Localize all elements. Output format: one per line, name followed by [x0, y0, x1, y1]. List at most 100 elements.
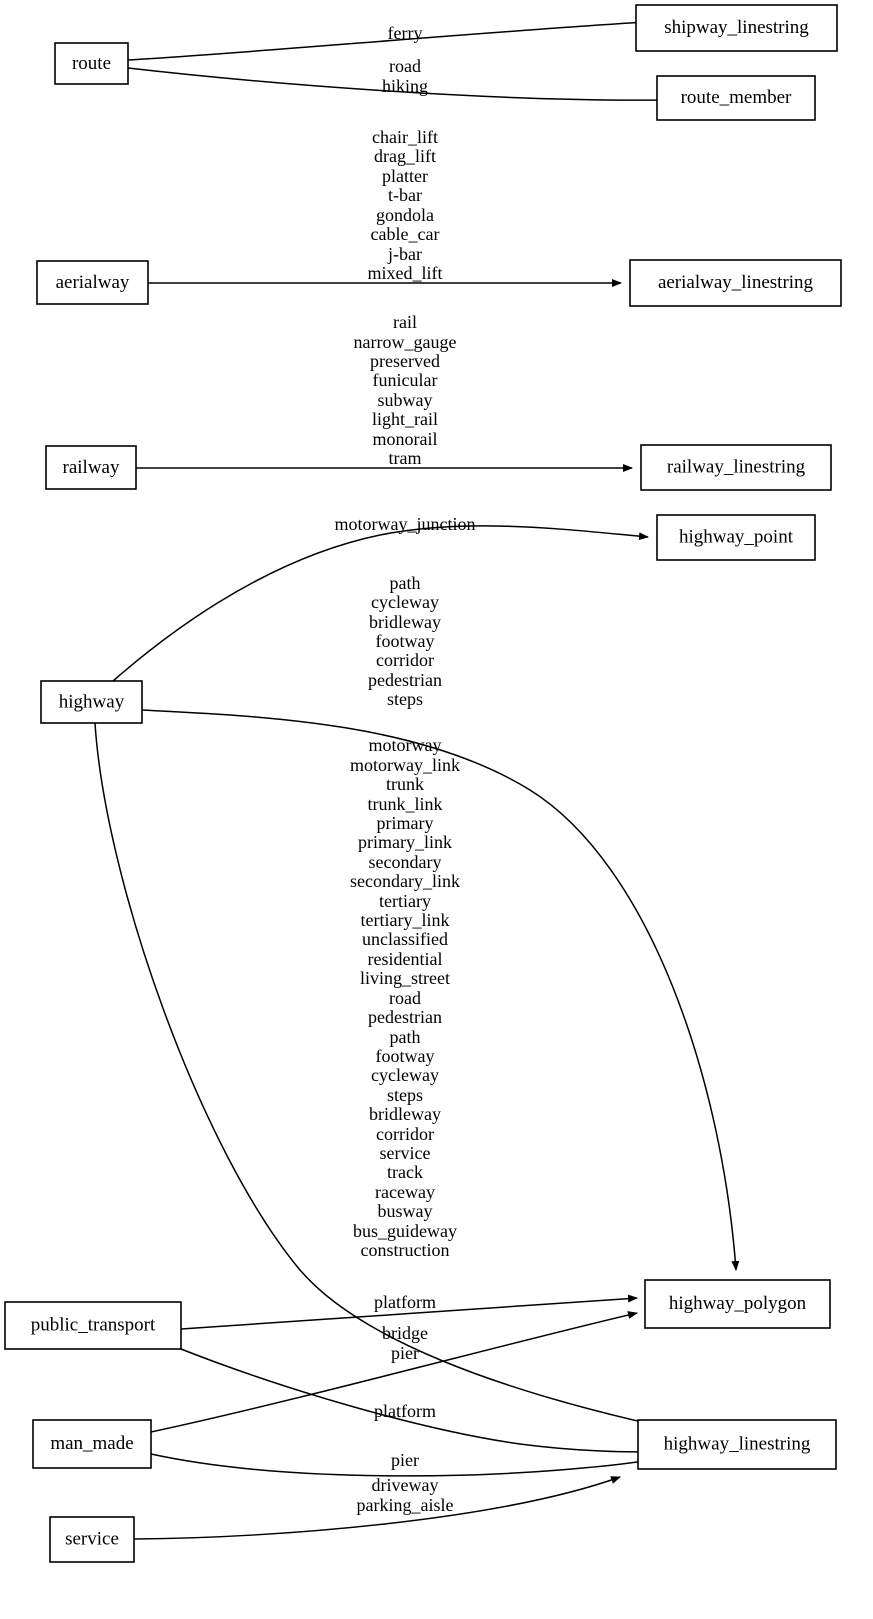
- node-box[interactable]: [656, 514, 816, 561]
- node-label: railway_linestring: [667, 456, 806, 477]
- node-box[interactable]: [54, 42, 129, 85]
- edge-route-member: road hiking: [127, 56, 668, 105]
- node-aerialway[interactable]: aerialway: [36, 260, 149, 305]
- edge-label-steps: steps: [387, 689, 423, 709]
- node-shipway-linestring[interactable]: shipway_linestring: [635, 4, 838, 52]
- edge-manmade-polygon: platform: [150, 1311, 638, 1433]
- edge-line: [133, 1476, 621, 1540]
- edge-line: [127, 67, 668, 105]
- edge-label-t-bar: t-bar: [388, 185, 422, 205]
- edge-line: [141, 709, 740, 1271]
- node-aerialway-linestring[interactable]: aerialway_linestring: [629, 259, 842, 307]
- edge-label-motorway_link: motorway_link: [350, 755, 460, 775]
- node-label: man_made: [50, 1433, 133, 1454]
- edge-label-platform: platform: [374, 1292, 436, 1312]
- edge-label-secondary_link: secondary_link: [350, 871, 460, 891]
- node-highway[interactable]: highway: [40, 680, 143, 724]
- edge-label-platform: platform: [374, 1401, 436, 1421]
- edge-label-motorway: motorway: [369, 735, 442, 755]
- edge-service-linestring: driveway parking_aisle: [133, 1475, 621, 1540]
- node-label: railway: [63, 457, 120, 478]
- edge-label-footway: footway: [376, 1046, 435, 1066]
- edge-label-platter: platter: [382, 166, 428, 186]
- node-label: aerialway: [56, 272, 130, 293]
- edge-line: [180, 1294, 638, 1330]
- edge-label-unclassified: unclassified: [362, 929, 448, 949]
- edge-label-mixed_lift: mixed_lift: [368, 263, 443, 283]
- node-route-member[interactable]: route_member: [656, 75, 816, 121]
- node-public-transport[interactable]: public_transport: [4, 1301, 182, 1350]
- edge-label-subway: subway: [378, 390, 433, 410]
- edge-label-footway: footway: [376, 631, 435, 651]
- edge-highway-linestring: motorway motorway_link trunk trunk_link …: [94, 722, 656, 1427]
- node-railway[interactable]: railway: [45, 445, 137, 490]
- edge-label-pier: pier: [391, 1343, 419, 1363]
- edge-label-ferry: ferry: [388, 23, 423, 43]
- edge-label-chair_lift: chair_lift: [372, 127, 438, 147]
- edge-label-corridor: corridor: [376, 650, 434, 670]
- edge-label-drag_lift: drag_lift: [374, 146, 436, 166]
- node-box[interactable]: [45, 445, 137, 490]
- node-box[interactable]: [36, 260, 149, 305]
- edge-line: [180, 1348, 656, 1456]
- edge-label-monorail: monorail: [373, 429, 438, 449]
- edge-line: [94, 722, 656, 1427]
- node-label: shipway_linestring: [664, 17, 809, 38]
- node-highway-point[interactable]: highway_point: [656, 514, 816, 561]
- edge-label-narrow_gauge: narrow_gauge: [354, 332, 457, 352]
- edge-label-pedestrian: pedestrian: [368, 670, 442, 690]
- edge-label-trunk: trunk: [386, 774, 424, 794]
- edge-label-road: road: [389, 56, 421, 76]
- node-label: public_transport: [31, 1314, 156, 1335]
- edge-label-service: service: [380, 1143, 431, 1163]
- node-highway-polygon[interactable]: highway_polygon: [644, 1279, 831, 1329]
- node-box[interactable]: [656, 75, 816, 121]
- node-label: service: [65, 1528, 119, 1549]
- node-highway-linestring[interactable]: highway_linestring: [637, 1419, 837, 1470]
- edge-label-gondola: gondola: [376, 205, 434, 225]
- edge-aerialway-linestring: chair_lift drag_lift platter t-bar gondo…: [148, 127, 622, 287]
- edge-line: [150, 1453, 656, 1477]
- edge-label-funicular: funicular: [373, 370, 438, 390]
- edge-label-bridleway: bridleway: [369, 612, 441, 632]
- node-box[interactable]: [40, 680, 143, 724]
- edge-label-corridor: corridor: [376, 1124, 434, 1144]
- edge-railway-linestring: rail narrow_gauge preserved funicular su…: [136, 312, 633, 472]
- node-service[interactable]: service: [49, 1516, 135, 1563]
- node-box[interactable]: [32, 1419, 152, 1469]
- edge-route-shipway: ferry: [127, 18, 648, 61]
- node-label: aerialway_linestring: [658, 272, 814, 293]
- node-box[interactable]: [635, 4, 838, 52]
- edge-label-cycleway: cycleway: [371, 592, 439, 612]
- node-man-made[interactable]: man_made: [32, 1419, 152, 1469]
- node-box[interactable]: [640, 444, 832, 491]
- node-label: route: [72, 53, 111, 74]
- node-box[interactable]: [629, 259, 842, 307]
- node-box[interactable]: [637, 1419, 837, 1470]
- node-box[interactable]: [49, 1516, 135, 1563]
- edge-label-construction: construction: [361, 1240, 450, 1260]
- edge-label-motorway_junction: motorway_junction: [335, 514, 476, 534]
- edge-publictransport-polygon: platform: [180, 1292, 638, 1330]
- node-railway-linestring[interactable]: railway_linestring: [640, 444, 832, 491]
- node-route[interactable]: route: [54, 42, 129, 85]
- edge-label-cable_car: cable_car: [371, 224, 440, 244]
- node-box[interactable]: [644, 1279, 831, 1329]
- edge-label-busway: busway: [378, 1201, 433, 1221]
- edge-label-living_street: living_street: [360, 968, 450, 988]
- edge-label-track: track: [387, 1162, 423, 1182]
- edge-label-bridge: bridge: [382, 1323, 428, 1343]
- edge-manmade-linestring: pier: [150, 1450, 656, 1477]
- edge-label-tertiary: tertiary: [379, 891, 431, 911]
- edge-line: [112, 525, 649, 682]
- edge-label-primary: primary: [377, 813, 434, 833]
- edge-publictransport-linestring: bridge pier: [180, 1323, 656, 1456]
- edge-label-primary_link: primary_link: [358, 832, 452, 852]
- edge-label-j-bar: j-bar: [387, 244, 422, 264]
- edge-label-pedestrian: pedestrian: [368, 1007, 442, 1027]
- node-box[interactable]: [4, 1301, 182, 1350]
- edge-label-parking_aisle: parking_aisle: [357, 1495, 454, 1515]
- edge-label-tertiary_link: tertiary_link: [361, 910, 450, 930]
- edge-line: [127, 18, 648, 61]
